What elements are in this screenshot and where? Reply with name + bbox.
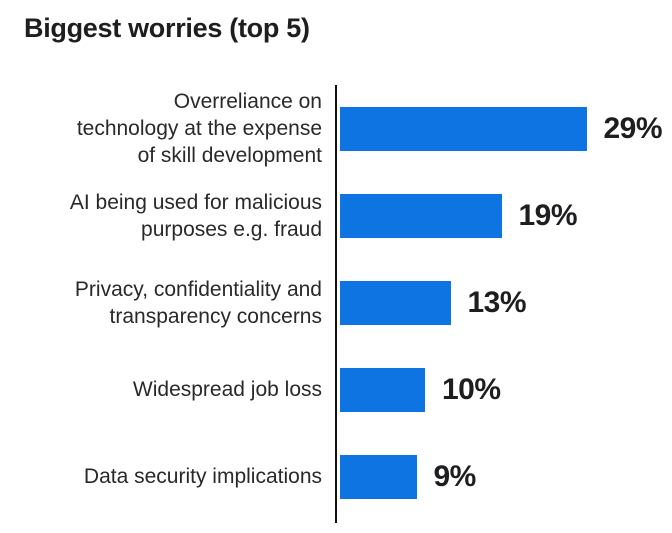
category-label-line: Privacy, confidentiality and: [74, 277, 322, 301]
bar-row: Overreliance on technology at the expens…: [0, 85, 672, 172]
chart-title: Biggest worries (top 5): [24, 13, 310, 43]
category-label: AI being used for malicious purposes e.g…: [0, 189, 337, 243]
category-label-line: transparency concerns: [109, 304, 322, 328]
category-label-line: Overreliance on: [173, 90, 322, 113]
value-label: 13%: [467, 285, 527, 319]
bar-chart: Overreliance on technology at the expens…: [0, 85, 672, 523]
category-label: Overreliance on technology at the expens…: [0, 88, 337, 169]
category-label-line: Widespread job loss: [132, 378, 322, 401]
category-label-line: AI being used for malicious: [69, 190, 322, 214]
category-label-line: Data security implications: [83, 465, 322, 488]
bar-row: Data security implications 9%: [0, 433, 672, 520]
bar-row: Privacy, confidentiality and transparenc…: [0, 259, 672, 346]
value-label: 9%: [433, 459, 477, 493]
y-axis-line: [335, 85, 337, 523]
value-label: 10%: [442, 372, 501, 406]
category-label-line: purposes e.g. fraud: [141, 217, 322, 241]
category-label: Privacy, confidentiality and transparenc…: [0, 276, 337, 330]
bar: [340, 106, 587, 151]
bar: [340, 280, 451, 325]
category-label: Widespread job loss: [0, 376, 337, 403]
category-label-line: technology at the expense: [76, 117, 322, 140]
value-label: 19%: [518, 198, 578, 232]
bar: [340, 367, 425, 412]
bar-row: Widespread job loss 10%: [0, 346, 672, 433]
bar: [340, 193, 502, 238]
value-label: 29%: [603, 111, 663, 145]
category-label-line: of skill development: [137, 144, 322, 167]
bar-row: AI being used for malicious purposes e.g…: [0, 172, 672, 259]
bar: [340, 454, 417, 499]
category-label: Data security implications: [0, 463, 337, 490]
